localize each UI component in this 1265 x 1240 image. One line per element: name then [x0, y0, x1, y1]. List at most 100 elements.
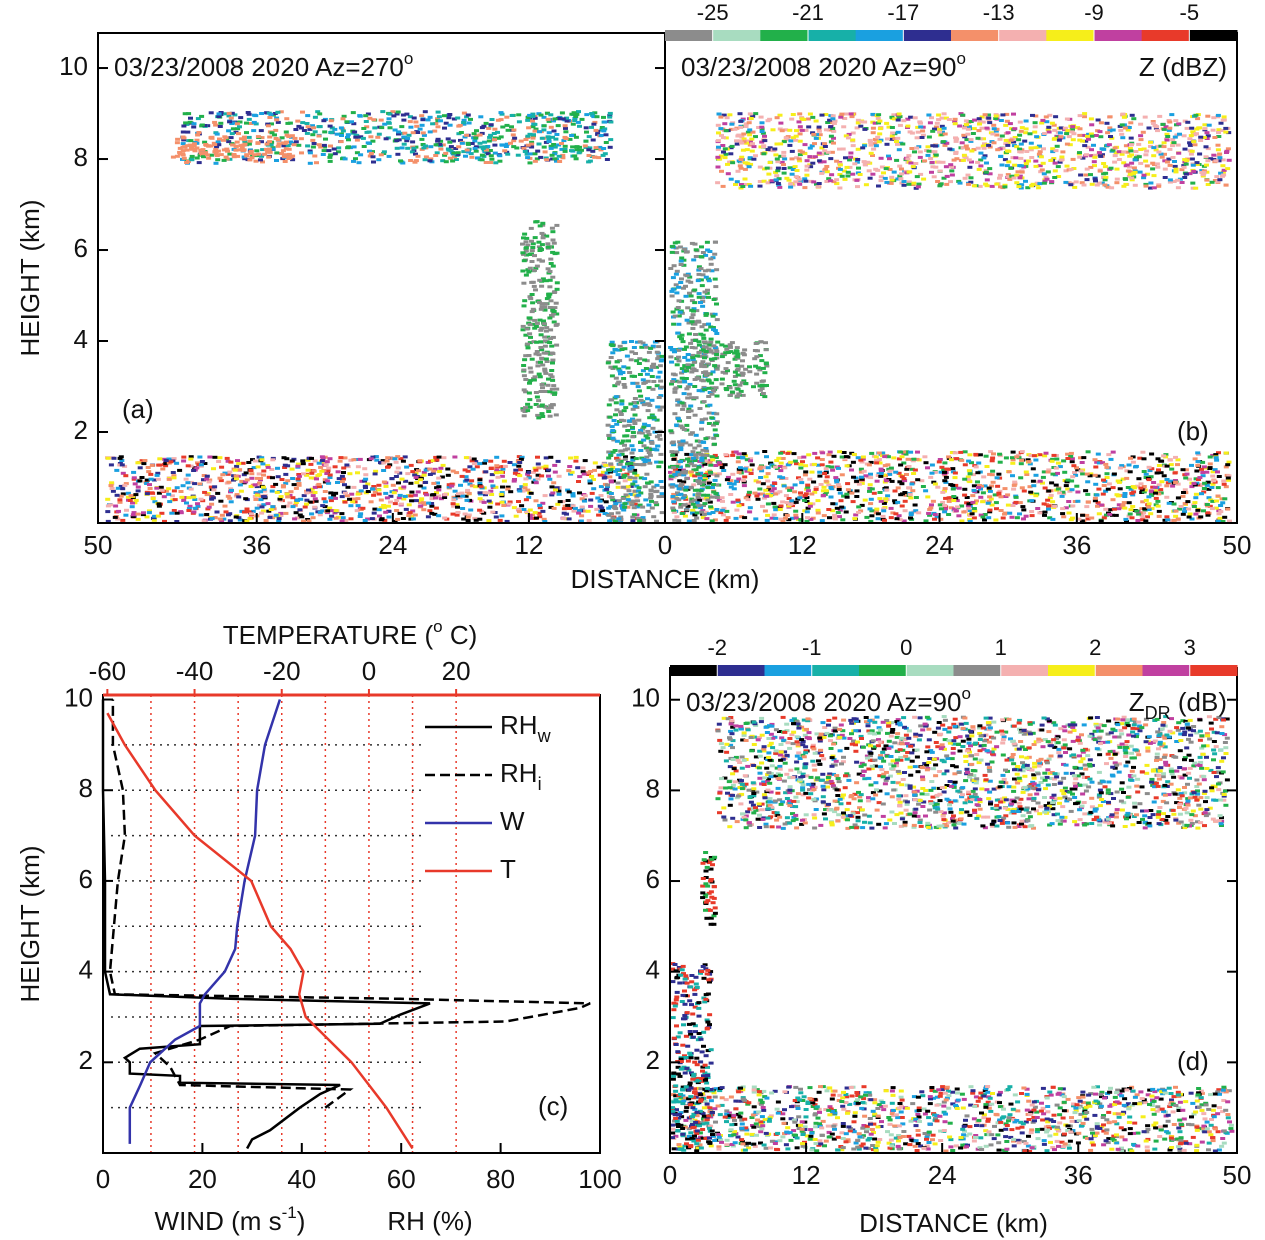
echo [792, 165, 798, 169]
echo [721, 150, 726, 154]
echo [622, 502, 628, 506]
echo [529, 249, 535, 253]
echo [231, 478, 236, 482]
echo [1085, 517, 1091, 521]
echo [123, 482, 129, 486]
echo [1150, 120, 1156, 123]
echo [512, 136, 518, 140]
echo [1010, 450, 1016, 454]
echo [1140, 516, 1146, 520]
echo [547, 414, 553, 418]
echo [562, 144, 568, 148]
echo [897, 115, 903, 119]
echo [531, 284, 537, 288]
echo [246, 117, 252, 121]
echo [1139, 507, 1145, 511]
echo [807, 163, 813, 167]
echo [537, 515, 543, 519]
echo [594, 507, 600, 511]
echo [608, 138, 614, 142]
echo [912, 116, 918, 120]
echo [208, 111, 214, 115]
echo [1204, 178, 1210, 182]
echo [753, 112, 759, 116]
echo [527, 266, 533, 270]
echo [1143, 472, 1149, 476]
echo [603, 500, 609, 504]
echo [567, 137, 573, 141]
echo [759, 130, 765, 133]
echo [1032, 125, 1038, 129]
echo [1063, 180, 1069, 184]
echo [494, 464, 500, 468]
echo [968, 120, 974, 123]
echo [655, 444, 661, 448]
echo [401, 497, 407, 501]
echo [1183, 476, 1189, 480]
echo [1183, 162, 1189, 166]
echo [872, 137, 878, 141]
echo [560, 500, 566, 504]
echo [1167, 120, 1173, 124]
echo [451, 117, 457, 121]
echo [1192, 457, 1198, 461]
echo [718, 511, 724, 515]
echo [320, 153, 326, 156]
echo [578, 519, 584, 523]
echo [390, 483, 396, 487]
echo [472, 147, 478, 150]
echo [526, 354, 532, 357]
echo [1088, 132, 1094, 136]
echo [477, 133, 483, 137]
echo [1093, 465, 1099, 469]
echo [438, 147, 444, 151]
echo [492, 136, 498, 140]
echo [630, 515, 636, 519]
echo [340, 117, 346, 121]
echo [396, 496, 402, 500]
echo [245, 111, 251, 114]
echo [557, 117, 563, 121]
echo [348, 517, 354, 521]
echo [141, 462, 147, 466]
echo [1112, 154, 1118, 158]
echo [543, 302, 549, 306]
echo [421, 473, 427, 477]
echo [1060, 490, 1066, 494]
echo [297, 513, 303, 517]
echo [753, 154, 758, 158]
echo [199, 460, 205, 463]
echo [1191, 169, 1197, 173]
echo [923, 489, 929, 493]
echo [547, 285, 553, 289]
echo [630, 456, 636, 460]
echo [1119, 123, 1125, 127]
echo [1097, 151, 1102, 155]
echo [608, 398, 614, 402]
echo [1026, 159, 1031, 163]
echo [792, 483, 798, 487]
echo [477, 462, 483, 466]
echo [852, 162, 858, 166]
echo [277, 497, 283, 501]
echo [1177, 132, 1182, 136]
echo [290, 496, 296, 500]
echo [939, 116, 945, 120]
echo [589, 491, 595, 495]
echo [1183, 172, 1189, 176]
echo [767, 146, 773, 150]
echo [538, 155, 544, 159]
echo [590, 149, 596, 153]
echo [784, 513, 790, 517]
echo [831, 141, 836, 145]
echo [427, 115, 433, 119]
echo [746, 183, 752, 187]
echo [655, 375, 661, 379]
echo [306, 488, 311, 492]
echo [715, 155, 721, 159]
echo [254, 485, 260, 489]
echo [209, 497, 215, 501]
echo [379, 517, 385, 521]
echo [324, 460, 330, 464]
echo [616, 499, 622, 503]
